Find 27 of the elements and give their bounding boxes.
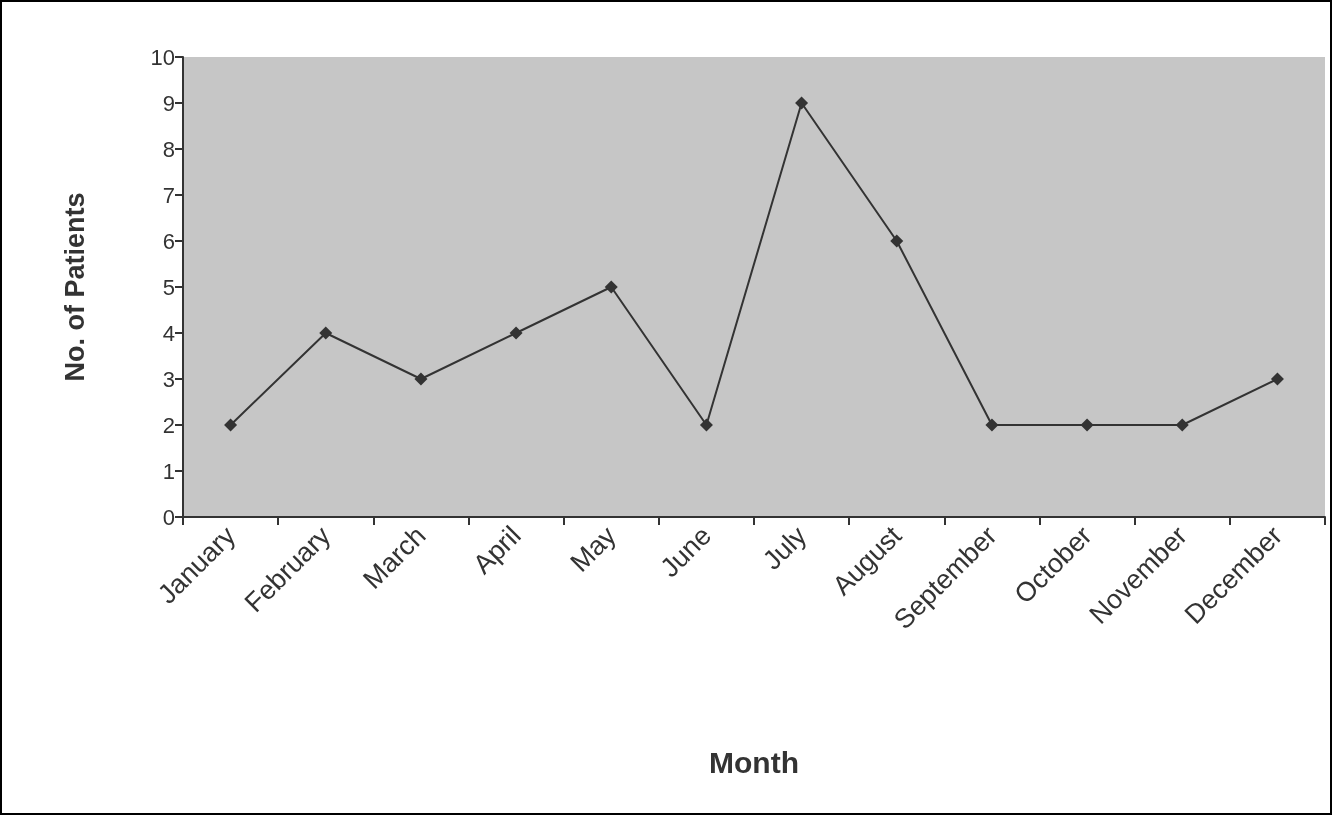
x-tick-label: May <box>564 520 623 578</box>
y-tick-label: 9 <box>162 90 175 116</box>
x-axis-title: Month <box>709 745 799 779</box>
y-tick-label: 8 <box>162 136 175 162</box>
point <box>795 96 809 110</box>
y-tick-label: 6 <box>162 228 175 254</box>
point <box>224 418 238 432</box>
y-tick-label: 10 <box>150 44 175 70</box>
point <box>1175 418 1189 432</box>
y-tick-label: 1 <box>162 458 175 484</box>
y-tick-label: 0 <box>162 504 175 530</box>
point <box>1270 372 1284 386</box>
point <box>1080 418 1094 432</box>
point <box>319 326 333 340</box>
y-tick-label: 3 <box>162 366 175 392</box>
y-tick-label: 2 <box>162 412 175 438</box>
y-tick-label: 7 <box>162 182 175 208</box>
point <box>890 234 904 248</box>
x-tick-label: July <box>757 520 813 576</box>
point <box>414 372 428 386</box>
point <box>509 326 523 340</box>
y-axis-title: No. of Patients <box>59 192 90 382</box>
point <box>699 418 713 432</box>
y-tick-label: 5 <box>162 274 175 300</box>
point <box>985 418 999 432</box>
y-tick-label: 4 <box>162 320 175 346</box>
point <box>604 280 618 294</box>
